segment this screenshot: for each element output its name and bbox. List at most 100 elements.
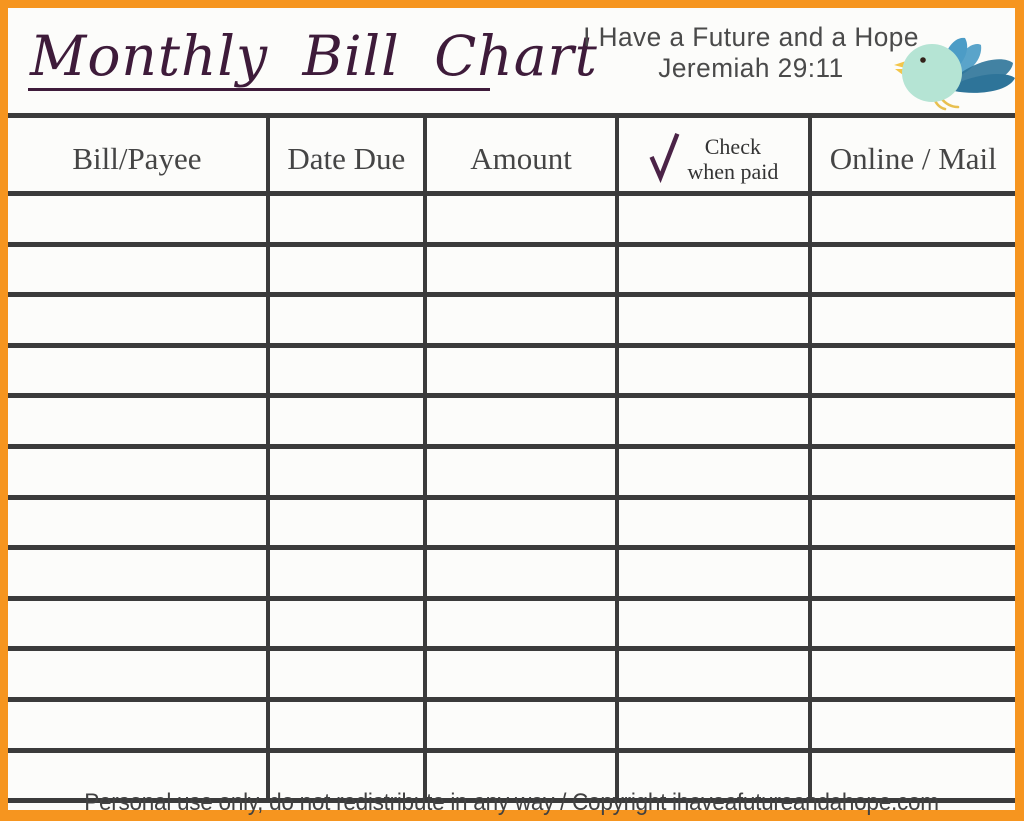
table-cell bbox=[615, 294, 810, 348]
table-cell bbox=[265, 446, 425, 500]
bird-body bbox=[902, 44, 962, 102]
check-label-line2: when paid bbox=[687, 159, 779, 184]
table-cell bbox=[422, 294, 618, 348]
table-cell bbox=[615, 699, 810, 753]
table-cell bbox=[8, 750, 268, 804]
column-header-date-due: Date Due bbox=[265, 113, 425, 196]
table-row bbox=[8, 547, 1015, 601]
table-cell bbox=[807, 750, 1015, 804]
table-cell bbox=[8, 345, 268, 399]
table-cell bbox=[265, 598, 425, 652]
table-cell bbox=[615, 446, 810, 500]
table-cell bbox=[422, 648, 618, 702]
table-row bbox=[8, 750, 1015, 804]
bluebird-icon bbox=[894, 37, 1015, 111]
table-cell bbox=[8, 497, 268, 551]
bird-tail-feather-2 bbox=[953, 73, 1015, 93]
table-row bbox=[8, 699, 1015, 753]
table-cell bbox=[615, 244, 810, 298]
table-cell bbox=[8, 294, 268, 348]
table-cell bbox=[422, 345, 618, 399]
table-cell bbox=[615, 547, 810, 601]
column-header-amount: Amount bbox=[422, 113, 618, 196]
checkmark-icon bbox=[649, 132, 680, 184]
bill-table: Bill/Payee Date Due Amount bbox=[8, 113, 1015, 804]
table-cell bbox=[8, 244, 268, 298]
table-cell bbox=[265, 699, 425, 753]
table-row bbox=[8, 395, 1015, 449]
page-content: Monthly Bill Chart I Have a Future and a… bbox=[8, 8, 1015, 816]
table-cell bbox=[8, 446, 268, 500]
table-cell bbox=[422, 244, 618, 298]
table-cell bbox=[265, 193, 425, 247]
table-row bbox=[8, 294, 1015, 348]
table-cell bbox=[8, 547, 268, 601]
table-cell bbox=[265, 395, 425, 449]
table-cell bbox=[265, 648, 425, 702]
table-cell bbox=[807, 244, 1015, 298]
table-cell bbox=[8, 648, 268, 702]
table-row bbox=[8, 598, 1015, 652]
table-cell bbox=[422, 497, 618, 551]
column-header-online-mail: Online / Mail bbox=[807, 113, 1015, 196]
column-header-online-mail-label: Online / Mail bbox=[829, 141, 997, 176]
table-cell bbox=[422, 446, 618, 500]
column-header-date-due-label: Date Due bbox=[287, 141, 406, 176]
table-header-row: Bill/Payee Date Due Amount bbox=[8, 113, 1015, 196]
table-cell bbox=[615, 497, 810, 551]
table-cell bbox=[615, 395, 810, 449]
table-cell bbox=[422, 750, 618, 804]
table-cell bbox=[422, 395, 618, 449]
page-title-text: Monthly Bill Chart bbox=[30, 24, 598, 88]
table-cell bbox=[8, 598, 268, 652]
column-header-bill-payee-label: Bill/Payee bbox=[72, 141, 202, 176]
table-cell bbox=[615, 750, 810, 804]
table-cell bbox=[807, 294, 1015, 348]
table-row bbox=[8, 193, 1015, 247]
table-cell bbox=[807, 395, 1015, 449]
table-cell bbox=[265, 244, 425, 298]
column-header-check-when-paid: Check when paid bbox=[615, 113, 810, 196]
table-cell bbox=[265, 345, 425, 399]
page-title: Monthly Bill Chart bbox=[30, 26, 598, 87]
table-row bbox=[8, 345, 1015, 399]
tagline-line1: I Have a Future and a Hope bbox=[583, 22, 919, 52]
bird-eye bbox=[920, 57, 926, 63]
table-cell bbox=[807, 193, 1015, 247]
table-cell bbox=[422, 598, 618, 652]
check-label-line1: Check bbox=[704, 134, 761, 159]
title-underline bbox=[28, 88, 490, 91]
table-cell bbox=[422, 193, 618, 247]
table-cell bbox=[615, 193, 810, 247]
table-cell bbox=[615, 648, 810, 702]
table-body bbox=[8, 193, 1015, 804]
table-row bbox=[8, 497, 1015, 551]
table-row bbox=[8, 446, 1015, 500]
table-cell bbox=[615, 345, 810, 399]
table-cell bbox=[807, 345, 1015, 399]
table-row bbox=[8, 244, 1015, 298]
column-header-amount-label: Amount bbox=[470, 141, 572, 176]
table-cell bbox=[807, 446, 1015, 500]
table-cell bbox=[422, 547, 618, 601]
table-row bbox=[8, 648, 1015, 702]
footer-copyright: Personal use only, do not redistribute i… bbox=[84, 789, 939, 816]
table-cell bbox=[807, 699, 1015, 753]
column-header-bill-payee: Bill/Payee bbox=[8, 113, 268, 196]
tagline: I Have a Future and a Hope Jeremiah 29:1… bbox=[562, 22, 940, 84]
table-cell bbox=[265, 547, 425, 601]
table-cell bbox=[807, 497, 1015, 551]
table-cell bbox=[265, 497, 425, 551]
table-cell bbox=[807, 598, 1015, 652]
table-cell bbox=[807, 648, 1015, 702]
table-cell bbox=[807, 547, 1015, 601]
table-cell bbox=[8, 395, 268, 449]
table-cell bbox=[8, 699, 268, 753]
table-cell bbox=[265, 750, 425, 804]
tagline-line2: Jeremiah 29:11 bbox=[658, 53, 844, 83]
table-cell bbox=[615, 598, 810, 652]
table-cell bbox=[265, 294, 425, 348]
table-cell bbox=[422, 699, 618, 753]
table-cell bbox=[8, 193, 268, 247]
